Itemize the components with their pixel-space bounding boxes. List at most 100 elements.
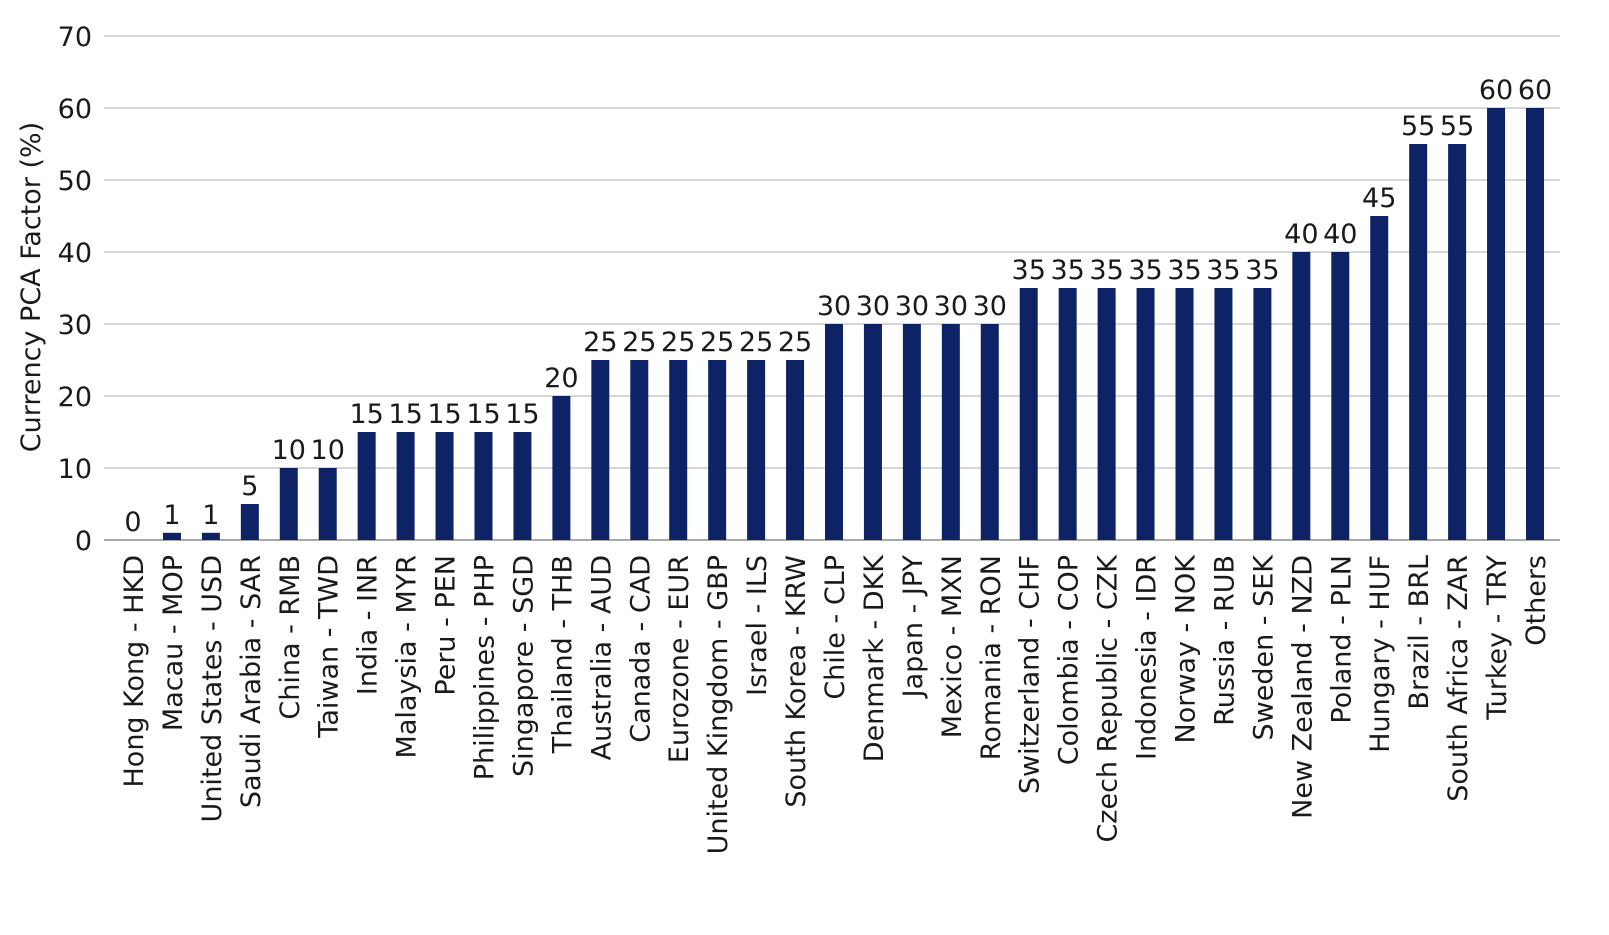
category-label: Turkey - TRY — [1482, 554, 1513, 720]
bar — [630, 360, 649, 540]
category-label: Norway - NOK — [1171, 554, 1202, 744]
bar — [1019, 288, 1038, 540]
bar — [1136, 288, 1155, 540]
bar — [474, 432, 493, 540]
data-label: 40 — [1323, 219, 1357, 250]
category-label: South Korea - KRW — [781, 555, 812, 808]
bar — [1253, 288, 1272, 540]
bar — [1331, 252, 1350, 540]
data-label: 30 — [973, 291, 1007, 322]
data-label: 35 — [1167, 255, 1201, 286]
category-label: Chile - CLP — [820, 555, 851, 700]
data-label: 25 — [583, 327, 617, 358]
data-label: 15 — [466, 399, 500, 430]
data-label: 15 — [388, 399, 422, 430]
y-axis-ticks: 0 10 20 30 40 50 60 70 — [58, 22, 92, 557]
y-tick-label: 30 — [58, 310, 92, 341]
bar — [902, 324, 921, 540]
category-label: India - INR — [353, 555, 384, 695]
bar — [435, 432, 454, 540]
data-label: 35 — [1089, 255, 1123, 286]
category-label: Switzerland - CHF — [1015, 555, 1046, 794]
bar — [1526, 108, 1544, 540]
bar — [357, 432, 376, 540]
data-label: 35 — [1245, 255, 1279, 286]
category-label: Russia - RUB — [1209, 555, 1240, 726]
bar — [318, 468, 337, 540]
category-label: Japan - JPY — [898, 554, 929, 699]
bars — [162, 108, 1544, 540]
category-label: Denmark - DKK — [859, 554, 890, 763]
category-label: Mexico - MXN — [937, 555, 968, 738]
category-label: Brazil - BRL — [1404, 555, 1435, 710]
data-label: 15 — [427, 399, 461, 430]
y-tick-label: 0 — [75, 526, 92, 557]
category-label: Singapore - SGD — [508, 555, 539, 777]
bar — [201, 532, 220, 540]
bar — [980, 324, 999, 540]
bar — [1448, 144, 1467, 540]
data-label: 20 — [544, 363, 578, 394]
bar — [786, 360, 805, 540]
bar — [1175, 288, 1194, 540]
category-label: United Kingdom - GBP — [703, 555, 734, 854]
data-label: 1 — [163, 500, 180, 531]
data-label: 25 — [661, 327, 695, 358]
category-label: Israel - ILS — [742, 555, 773, 696]
x-axis-category-labels: Hong Kong - HKD Macau - MOP United States … — [119, 554, 1552, 855]
bar — [1370, 216, 1389, 540]
bar — [279, 468, 298, 540]
y-tick-label: 20 — [58, 382, 92, 413]
data-label: 15 — [505, 399, 539, 430]
category-label: Thailand - THB — [547, 555, 578, 754]
y-tick-label: 70 — [58, 22, 92, 53]
bar — [1487, 108, 1506, 540]
category-label: China - RMB — [275, 555, 306, 720]
data-label: 25 — [700, 327, 734, 358]
bar — [863, 324, 882, 540]
bar — [1214, 288, 1233, 540]
data-label: 30 — [934, 291, 968, 322]
data-label: 10 — [311, 435, 345, 466]
y-axis-title: Currency PCA Factor (%) — [16, 122, 47, 452]
bar — [825, 324, 843, 540]
category-label: Poland - PLN — [1326, 555, 1357, 724]
data-label: 30 — [895, 291, 929, 322]
data-label: 35 — [1050, 255, 1084, 286]
data-label: 35 — [1012, 255, 1046, 286]
bar — [240, 504, 259, 540]
bar — [591, 360, 610, 540]
bar — [513, 432, 532, 540]
bar — [708, 360, 727, 540]
data-label: 25 — [622, 327, 656, 358]
data-label: 10 — [272, 435, 306, 466]
data-label: 15 — [349, 399, 383, 430]
bar — [1097, 288, 1116, 540]
data-label: 60 — [1479, 75, 1513, 106]
data-label: 40 — [1284, 219, 1318, 250]
data-label: 35 — [1206, 255, 1240, 286]
bar — [396, 432, 415, 540]
bar — [747, 360, 766, 540]
category-label: Czech Republic - CZK — [1093, 554, 1124, 843]
category-label: Eurozone - EUR — [664, 555, 695, 763]
category-label: Hong Kong - HKD — [119, 555, 150, 788]
bar — [162, 532, 181, 540]
bar — [1058, 288, 1077, 540]
category-label: Macau - MOP — [158, 555, 189, 731]
bar — [669, 360, 688, 540]
category-label: Others — [1521, 555, 1552, 646]
data-label: 25 — [778, 327, 812, 358]
category-label: Taiwan - TWD — [314, 555, 345, 739]
category-label: New Zealand - NZD — [1287, 555, 1318, 819]
category-label: Colombia - COP — [1054, 555, 1085, 765]
bar — [941, 324, 960, 540]
category-label: Canada - CAD — [625, 555, 656, 743]
data-label: 35 — [1128, 255, 1162, 286]
data-label: 0 — [124, 507, 141, 538]
data-label: 1 — [202, 500, 219, 531]
category-label: Romania - RON — [976, 555, 1007, 760]
category-label: Sweden - SEK — [1248, 554, 1279, 741]
